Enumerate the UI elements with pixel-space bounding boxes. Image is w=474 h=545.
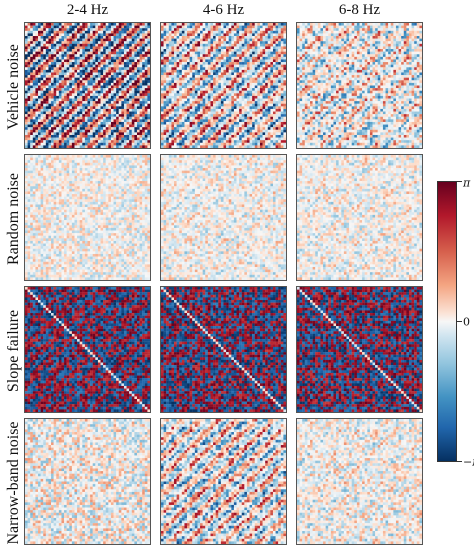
colorbar-tick-min bbox=[457, 461, 462, 462]
colorbar-tick-zero bbox=[457, 321, 462, 322]
heatmap-panel bbox=[296, 154, 423, 281]
heatmap-panel bbox=[160, 418, 287, 545]
heatmap-panel bbox=[296, 418, 423, 545]
heatmap-cells bbox=[161, 287, 286, 412]
heatmap-cells bbox=[25, 419, 150, 544]
heatmap-cells bbox=[297, 23, 422, 148]
row-label-text: Random noise bbox=[5, 173, 23, 265]
column-title-4-6hz: 4-6 Hz bbox=[160, 2, 287, 19]
heatmap-cells bbox=[25, 287, 150, 412]
heatmap-cells bbox=[161, 23, 286, 148]
colorbar-label-max: π bbox=[463, 177, 470, 190]
heatmap-panel bbox=[24, 22, 151, 149]
row-label-text: Vehicle noise bbox=[5, 44, 23, 130]
heatmap-panel bbox=[160, 154, 287, 281]
column-title-6-8hz: 6-8 Hz bbox=[296, 2, 423, 19]
column-title-2-4hz: 2-4 Hz bbox=[24, 2, 151, 19]
heatmap-panel bbox=[296, 286, 423, 413]
colorbar-label-zero: 0 bbox=[463, 316, 470, 329]
heatmap-cells bbox=[161, 155, 286, 280]
colorbar bbox=[437, 181, 457, 462]
colorbar-tick-max bbox=[457, 181, 462, 182]
colorbar-label-min: −π bbox=[463, 456, 474, 469]
heatmap-panel bbox=[296, 22, 423, 149]
heatmap-cells bbox=[297, 419, 422, 544]
heatmap-cells bbox=[297, 287, 422, 412]
heatmap-panel bbox=[24, 286, 151, 413]
heatmap-cells bbox=[161, 419, 286, 544]
heatmap-cells bbox=[25, 23, 150, 148]
heatmap-panel bbox=[24, 418, 151, 545]
heatmap-panel bbox=[160, 286, 287, 413]
heatmap-cells bbox=[297, 155, 422, 280]
heatmap-cells bbox=[25, 155, 150, 280]
row-label-text: Narrow-band noise bbox=[5, 421, 23, 544]
heatmap-panel bbox=[160, 22, 287, 149]
heatmap-panel bbox=[24, 154, 151, 281]
row-label-text: Slope failure bbox=[5, 310, 23, 392]
